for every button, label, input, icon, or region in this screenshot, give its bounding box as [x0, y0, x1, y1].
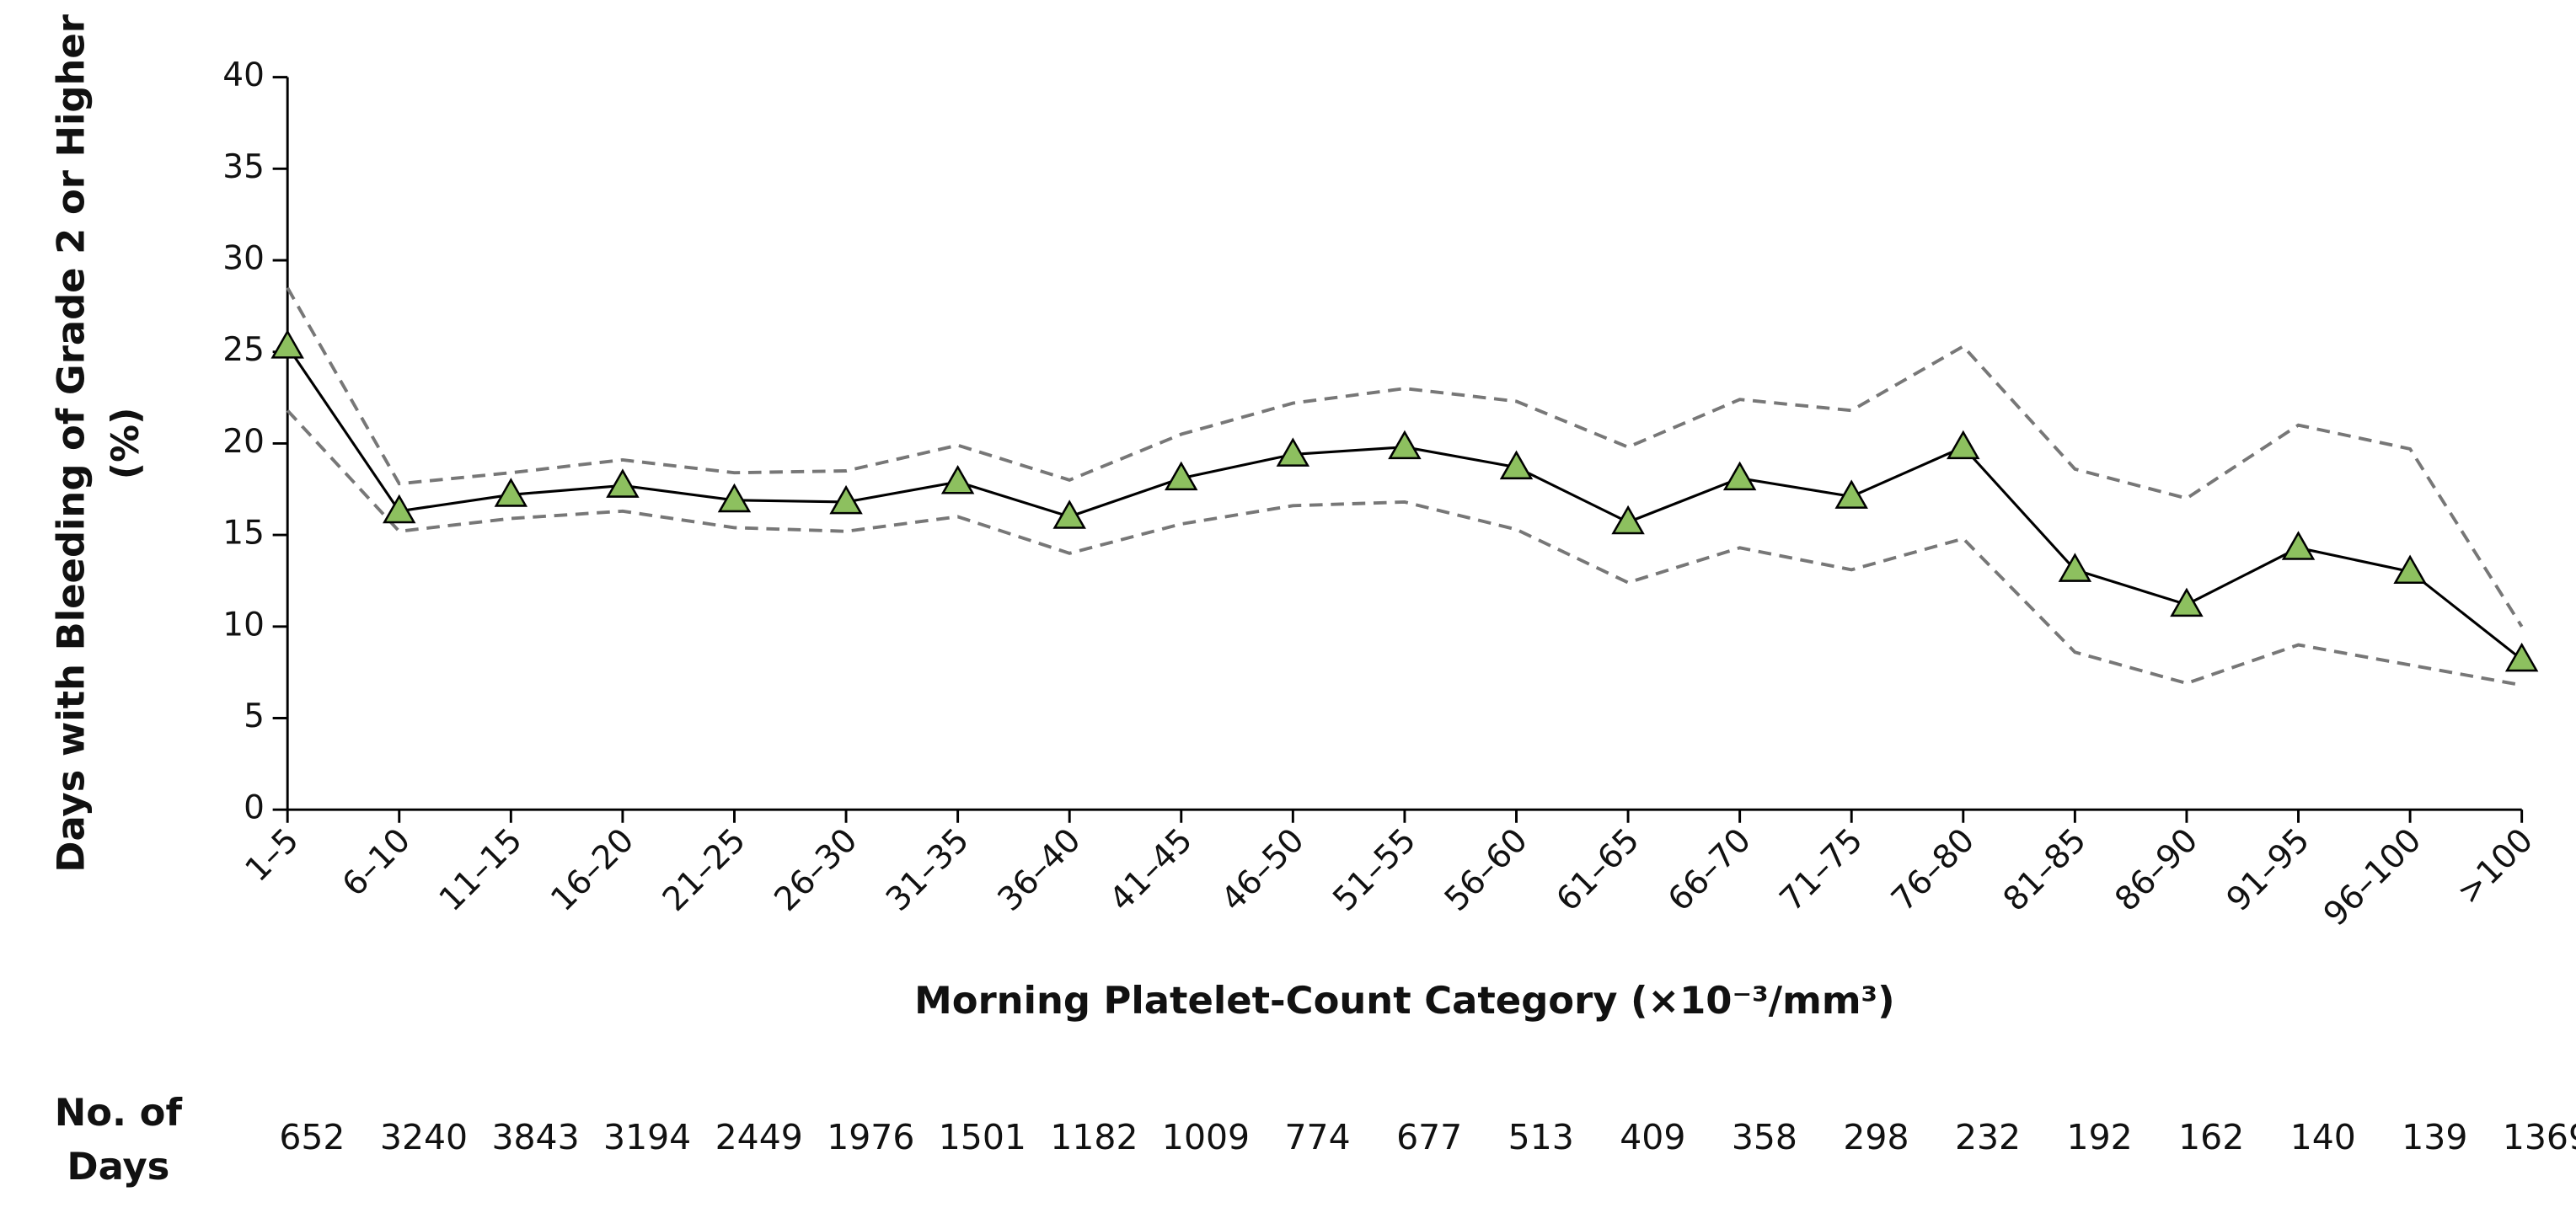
x-tick-label: 11–15: [432, 821, 530, 919]
y-axis-title: Days with Bleeding of Grade 2 or Higher: [49, 14, 94, 873]
y-tick-label: 0: [244, 789, 265, 827]
days-count: 139: [2402, 1117, 2467, 1157]
point: [2170, 587, 2204, 617]
y-tick-label: 35: [222, 148, 265, 186]
point: [494, 478, 528, 507]
point: [2393, 554, 2427, 584]
x-tick-label: 71–75: [1773, 821, 1871, 919]
days-count: 3240: [380, 1117, 468, 1157]
x-tick-label: 61–65: [1550, 821, 1647, 919]
days-row-label: No. of: [55, 1090, 183, 1135]
point: [606, 468, 640, 498]
x-tick-label: 51–55: [1325, 821, 1423, 919]
x-tick-label: 86–90: [2107, 821, 2205, 919]
days-count: 192: [2067, 1117, 2133, 1157]
x-tick-label: >100: [2450, 821, 2541, 912]
x-tick-label: 81–85: [1996, 821, 2094, 919]
point: [1052, 500, 1086, 529]
y-axis-title: (%): [103, 407, 147, 479]
days-count: 774: [1285, 1117, 1351, 1157]
x-axis-title: Morning Platelet-Count Category (×10⁻³/m…: [914, 978, 1895, 1023]
point: [1499, 450, 1534, 480]
x-tick-label: 91–95: [2220, 821, 2317, 919]
y-tick-label: 20: [222, 423, 265, 461]
days-count: 2449: [715, 1117, 803, 1157]
point: [1611, 505, 1645, 535]
point: [940, 464, 975, 494]
x-tick-label: 16–20: [544, 821, 641, 919]
days-count: 1976: [827, 1117, 914, 1157]
point: [383, 494, 416, 524]
days-row-label: Days: [67, 1144, 169, 1189]
x-tick-label: 41–45: [1102, 821, 1200, 919]
point: [717, 483, 752, 513]
point: [2504, 642, 2539, 672]
days-count: 3843: [491, 1117, 579, 1157]
x-tick-label: 1–5: [238, 821, 307, 890]
y-tick-label: 15: [222, 515, 265, 553]
days-count: 232: [1955, 1117, 2021, 1157]
days-count: 1369: [2503, 1117, 2576, 1157]
y-tick-label: 5: [244, 697, 265, 735]
days-count: 1009: [1162, 1117, 1250, 1157]
ci-line: [286, 409, 2523, 687]
point: [829, 484, 863, 515]
days-count: 1501: [939, 1117, 1026, 1157]
days-count: 677: [1396, 1117, 1462, 1157]
x-tick-label: 46–50: [1214, 821, 1312, 919]
y-tick-label: 25: [222, 331, 265, 369]
x-tick-label: 36–40: [991, 821, 1089, 919]
point: [1834, 479, 1868, 509]
x-tick-label: 21–25: [656, 821, 753, 919]
point: [1388, 430, 1422, 460]
point: [1947, 430, 1980, 460]
point: [1276, 437, 1310, 467]
days-count: 513: [1508, 1117, 1574, 1157]
ci-line: [286, 286, 2524, 628]
point: [2281, 531, 2316, 560]
y-tick-label: 10: [222, 606, 265, 644]
x-tick-label: 66–70: [1661, 821, 1759, 919]
days-count: 358: [1732, 1117, 1797, 1157]
point: [1722, 461, 1757, 491]
x-tick-label: 26–30: [768, 821, 865, 919]
days-count: 3194: [603, 1117, 691, 1157]
days-count: 162: [2178, 1117, 2244, 1157]
days-count: 140: [2290, 1117, 2356, 1157]
point: [270, 329, 304, 359]
x-tick-label: 96–100: [2316, 821, 2429, 933]
y-tick-label: 40: [222, 56, 265, 94]
x-tick-label: 56–60: [1438, 821, 1535, 919]
x-tick-label: 6–10: [335, 821, 418, 904]
x-tick-label: 76–80: [1884, 821, 1982, 919]
days-count: 1182: [1050, 1117, 1138, 1157]
days-count: 652: [279, 1117, 345, 1157]
x-tick-label: 31–35: [879, 821, 977, 919]
y-tick-label: 30: [222, 240, 265, 278]
point: [2058, 553, 2092, 582]
days-count: 409: [1620, 1117, 1685, 1157]
point: [1165, 461, 1198, 491]
days-count: 298: [1843, 1117, 1909, 1157]
